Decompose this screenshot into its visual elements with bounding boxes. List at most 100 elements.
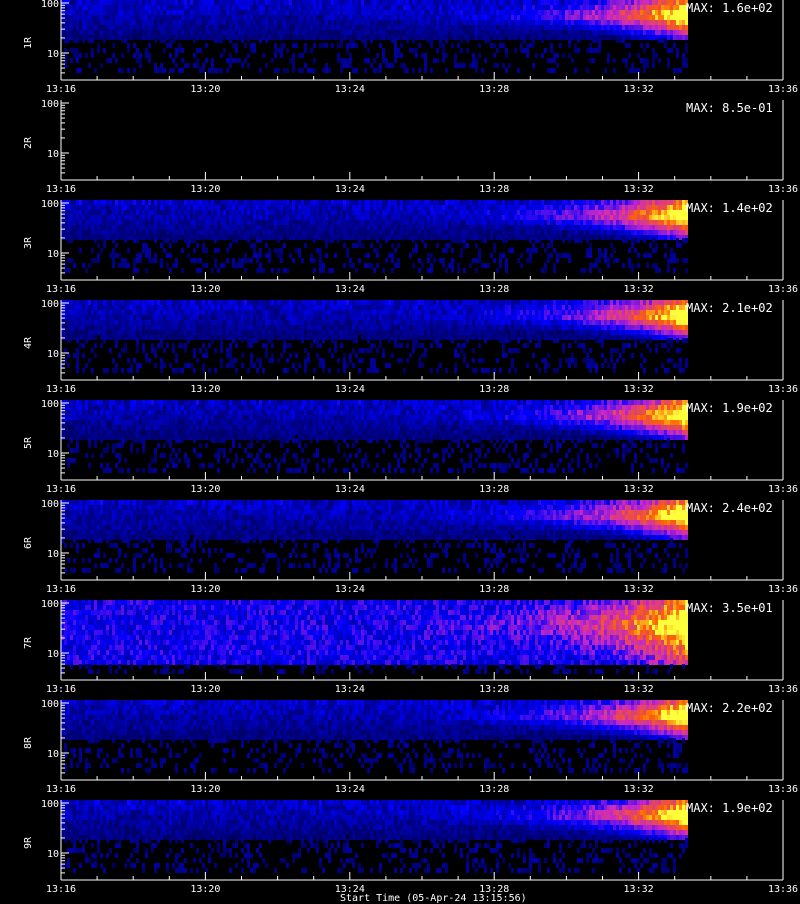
heatmap-cell [463, 63, 466, 68]
heatmap-cell [592, 5, 595, 10]
heatmap-cell [331, 205, 334, 210]
heatmap-cell [124, 20, 127, 25]
heatmap-cell [499, 5, 502, 10]
heatmap-cell [220, 15, 223, 20]
heatmap-cell [124, 325, 127, 330]
heatmap-cell [166, 300, 169, 305]
heatmap-cell [133, 5, 136, 10]
heatmap-cell [313, 220, 316, 225]
heatmap-cell [424, 0, 427, 5]
heatmap-cell [400, 5, 403, 10]
heatmap-cell [517, 235, 520, 240]
heatmap-cell [439, 220, 442, 225]
heatmap-cell [562, 53, 565, 58]
heatmap-cell [166, 325, 169, 330]
heatmap-cell [685, 230, 688, 235]
heatmap-cell [256, 35, 259, 40]
heatmap-cell [127, 325, 130, 330]
heatmap-cell [577, 10, 580, 15]
heatmap-cell [160, 25, 163, 30]
heatmap-cell [604, 5, 607, 10]
heatmap-cell [199, 348, 202, 353]
heatmap-cell [268, 30, 271, 35]
heatmap-cell [505, 205, 508, 210]
heatmap-cell [598, 230, 601, 235]
heatmap-cell [250, 15, 253, 20]
heatmap-cell [418, 230, 421, 235]
heatmap-cell [610, 253, 613, 258]
heatmap-cell [331, 268, 334, 273]
heatmap-cell [196, 358, 199, 363]
heatmap-cell [595, 15, 598, 20]
heatmap-cell [193, 230, 196, 235]
heatmap-cell [520, 0, 523, 5]
y-tick-label: 100 [41, 199, 59, 210]
heatmap-cell [85, 320, 88, 325]
heatmap-cell [154, 20, 157, 25]
heatmap-cell [553, 220, 556, 225]
heatmap-cell [670, 5, 673, 10]
heatmap-cell [304, 30, 307, 35]
heatmap-cell [433, 258, 436, 263]
heatmap-cell [220, 30, 223, 35]
heatmap-cell [424, 30, 427, 35]
heatmap-cell [568, 38, 571, 43]
x-tick-label: 13:24 [335, 284, 365, 295]
heatmap-cell [670, 258, 673, 263]
heatmap-cell [631, 243, 634, 248]
heatmap-cell [202, 30, 205, 35]
heatmap-cell [91, 5, 94, 10]
heatmap-cell [163, 0, 166, 5]
heatmap-cell [94, 35, 97, 40]
heatmap-cell [553, 53, 556, 58]
heatmap-cell [385, 205, 388, 210]
heatmap-cell [121, 225, 124, 230]
heatmap-cell [508, 210, 511, 215]
heatmap-cell [121, 210, 124, 215]
heatmap-cell [151, 10, 154, 15]
heatmap-cell [229, 225, 232, 230]
heatmap-cell [163, 38, 166, 43]
heatmap-cell [175, 258, 178, 263]
heatmap-cell [445, 225, 448, 230]
heatmap-cell [667, 63, 670, 68]
heatmap-cell [100, 0, 103, 5]
heatmap-cell [358, 35, 361, 40]
heatmap-cell [634, 248, 637, 253]
heatmap-cell [319, 20, 322, 25]
heatmap-cell [472, 20, 475, 25]
heatmap-cell [394, 210, 397, 215]
heatmap-cell [520, 263, 523, 268]
heatmap-cell [391, 38, 394, 43]
heatmap-cell [607, 215, 610, 220]
heatmap-cell [634, 30, 637, 35]
heatmap-cell [124, 230, 127, 235]
heatmap-cell [163, 68, 166, 73]
heatmap-cell [253, 25, 256, 30]
heatmap-cell [445, 68, 448, 73]
heatmap-cell [64, 268, 67, 273]
heatmap-cell [514, 200, 517, 205]
heatmap-cell [613, 68, 616, 73]
heatmap-cell [346, 220, 349, 225]
heatmap-cell [667, 48, 670, 53]
heatmap-cell [385, 215, 388, 220]
heatmap-cell [169, 320, 172, 325]
x-tick-label: 13:36 [768, 284, 798, 295]
heatmap-cell [325, 215, 328, 220]
heatmap-cell [676, 230, 679, 235]
heatmap-cell [109, 305, 112, 310]
heatmap-cell [379, 230, 382, 235]
heatmap-cell [118, 315, 121, 320]
heatmap-cell [412, 248, 415, 253]
heatmap-cell [577, 30, 580, 35]
heatmap-cell [304, 15, 307, 20]
heatmap-cell [508, 230, 511, 235]
heatmap-cell [616, 258, 619, 263]
heatmap-cell [223, 230, 226, 235]
heatmap-cell [193, 368, 196, 373]
heatmap-cell [175, 5, 178, 10]
heatmap-cell [406, 20, 409, 25]
heatmap-cell [466, 200, 469, 205]
heatmap-cell [307, 10, 310, 15]
